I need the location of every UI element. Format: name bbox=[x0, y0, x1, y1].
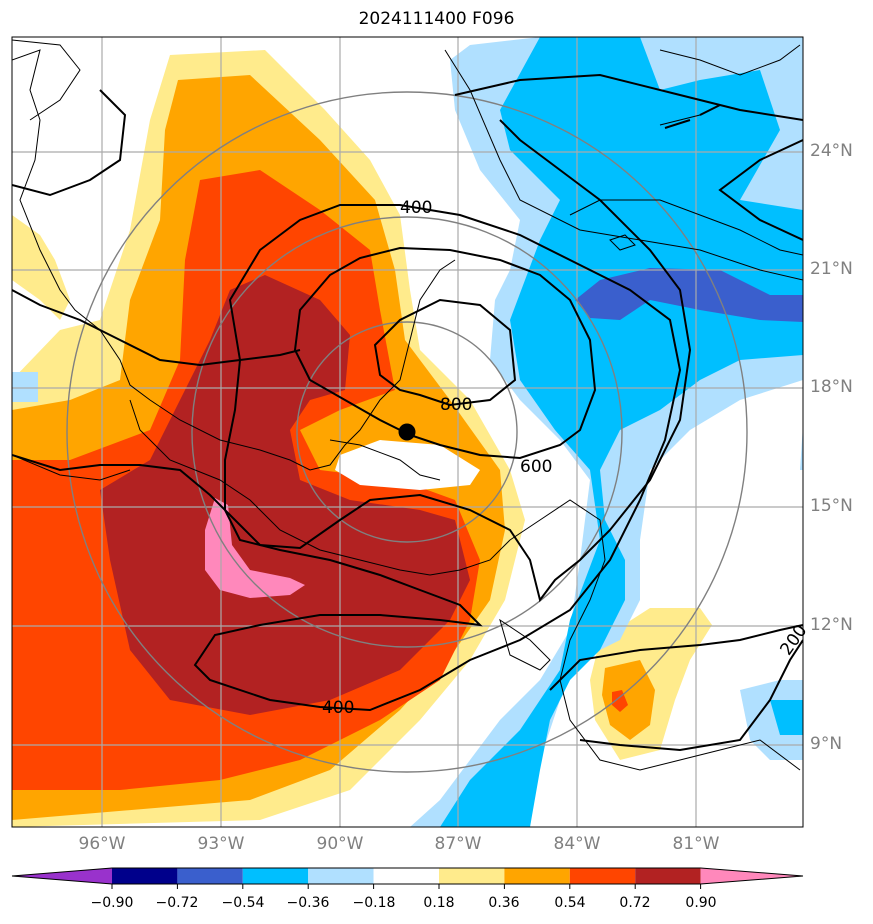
contour-800 bbox=[373, 298, 517, 407]
lat-label-12n: 12°N bbox=[810, 615, 853, 635]
colorbar-swatch-5 bbox=[373, 868, 439, 884]
colorbar-swatch-9 bbox=[635, 868, 701, 884]
colorbar-swatch-4 bbox=[308, 868, 374, 884]
lon-label-84w: 84°W bbox=[553, 834, 601, 854]
colorbar-swatch-3 bbox=[242, 868, 309, 884]
colorbar-swatch-1 bbox=[112, 868, 178, 884]
shade-neg-0.18-w bbox=[12, 372, 38, 402]
shade-se-0.36 bbox=[602, 660, 655, 740]
contour-label-400-south: 400 bbox=[322, 698, 354, 718]
contour-label-600: 600 bbox=[520, 457, 552, 477]
contour-400 bbox=[193, 204, 682, 712]
colorbar-swatch-8 bbox=[569, 868, 636, 884]
plot-frame bbox=[11, 36, 804, 828]
colorbar-tick-label: 0.18 bbox=[423, 895, 455, 911]
shade-0.72 bbox=[100, 275, 470, 715]
coastlines bbox=[12, 39, 803, 771]
height-contours bbox=[12, 73, 803, 752]
colorbar-tick-label: 0.54 bbox=[554, 895, 586, 911]
lat-label-21n: 21°N bbox=[810, 259, 853, 279]
lat-label-18n: 18°N bbox=[810, 377, 853, 397]
map-title: 2024111400 F096 bbox=[358, 9, 515, 29]
shade-neg-0.36 bbox=[440, 37, 803, 827]
colorbar-swatch-0 bbox=[12, 868, 112, 884]
colorbar-tick-label: −0.72 bbox=[155, 895, 199, 911]
lon-label-96w: 96°W bbox=[78, 834, 126, 854]
contour-200-north bbox=[454, 73, 803, 121]
lat-label-24n: 24°N bbox=[810, 141, 853, 161]
colorbar-tick-label: −0.54 bbox=[221, 895, 265, 911]
contour-label-800: 800 bbox=[440, 395, 472, 415]
contour-200-main bbox=[12, 289, 301, 367]
colorbar-swatch-7 bbox=[504, 868, 570, 884]
colorbar-tick-label: −0.36 bbox=[286, 895, 330, 911]
contour-200-south bbox=[12, 119, 692, 603]
shade-neg-0.18-e bbox=[800, 425, 803, 470]
lon-label-90w: 90°W bbox=[316, 834, 364, 854]
lat-label-15n: 15°N bbox=[810, 496, 853, 516]
shade-neg-0.36-se bbox=[770, 700, 803, 735]
lat-label-9n: 9°N bbox=[810, 734, 843, 754]
range-rings bbox=[66, 91, 748, 773]
colorbar-swatch-10 bbox=[700, 868, 803, 884]
contour-200-east bbox=[718, 139, 803, 241]
lon-label-81w: 81°W bbox=[672, 834, 720, 854]
colorbar bbox=[11, 867, 804, 889]
colorbar-tick-label: −0.18 bbox=[352, 895, 396, 911]
lon-label-87w: 87°W bbox=[434, 834, 482, 854]
contour-se bbox=[549, 624, 803, 691]
colorbar-swatch-2 bbox=[177, 868, 243, 884]
contour-200-west bbox=[12, 89, 127, 197]
colorbar-tick-label: −0.90 bbox=[90, 895, 134, 911]
lon-label-93w: 93°W bbox=[197, 834, 245, 854]
graticule bbox=[12, 37, 803, 827]
colorbar-tick-label: 0.90 bbox=[685, 895, 717, 911]
shade-0.90 bbox=[205, 498, 305, 598]
colorbar-tick-label: 0.72 bbox=[619, 895, 651, 911]
contour-ne-dash bbox=[664, 104, 721, 129]
colorbar-tick-label: 0.36 bbox=[488, 895, 520, 911]
contour-label-400-north: 400 bbox=[400, 198, 432, 218]
shade-0.18-left bbox=[12, 215, 70, 320]
storm-center-dot bbox=[398, 423, 416, 441]
shade-se-0.54 bbox=[612, 690, 628, 712]
colorbar-swatch-6 bbox=[439, 868, 505, 884]
contour-600 bbox=[293, 246, 597, 460]
contour-se2 bbox=[579, 639, 803, 752]
shade-neutral-gap bbox=[335, 440, 480, 490]
shade-neg-0.54 bbox=[575, 268, 803, 322]
contour-label-200: 200 bbox=[776, 621, 811, 659]
